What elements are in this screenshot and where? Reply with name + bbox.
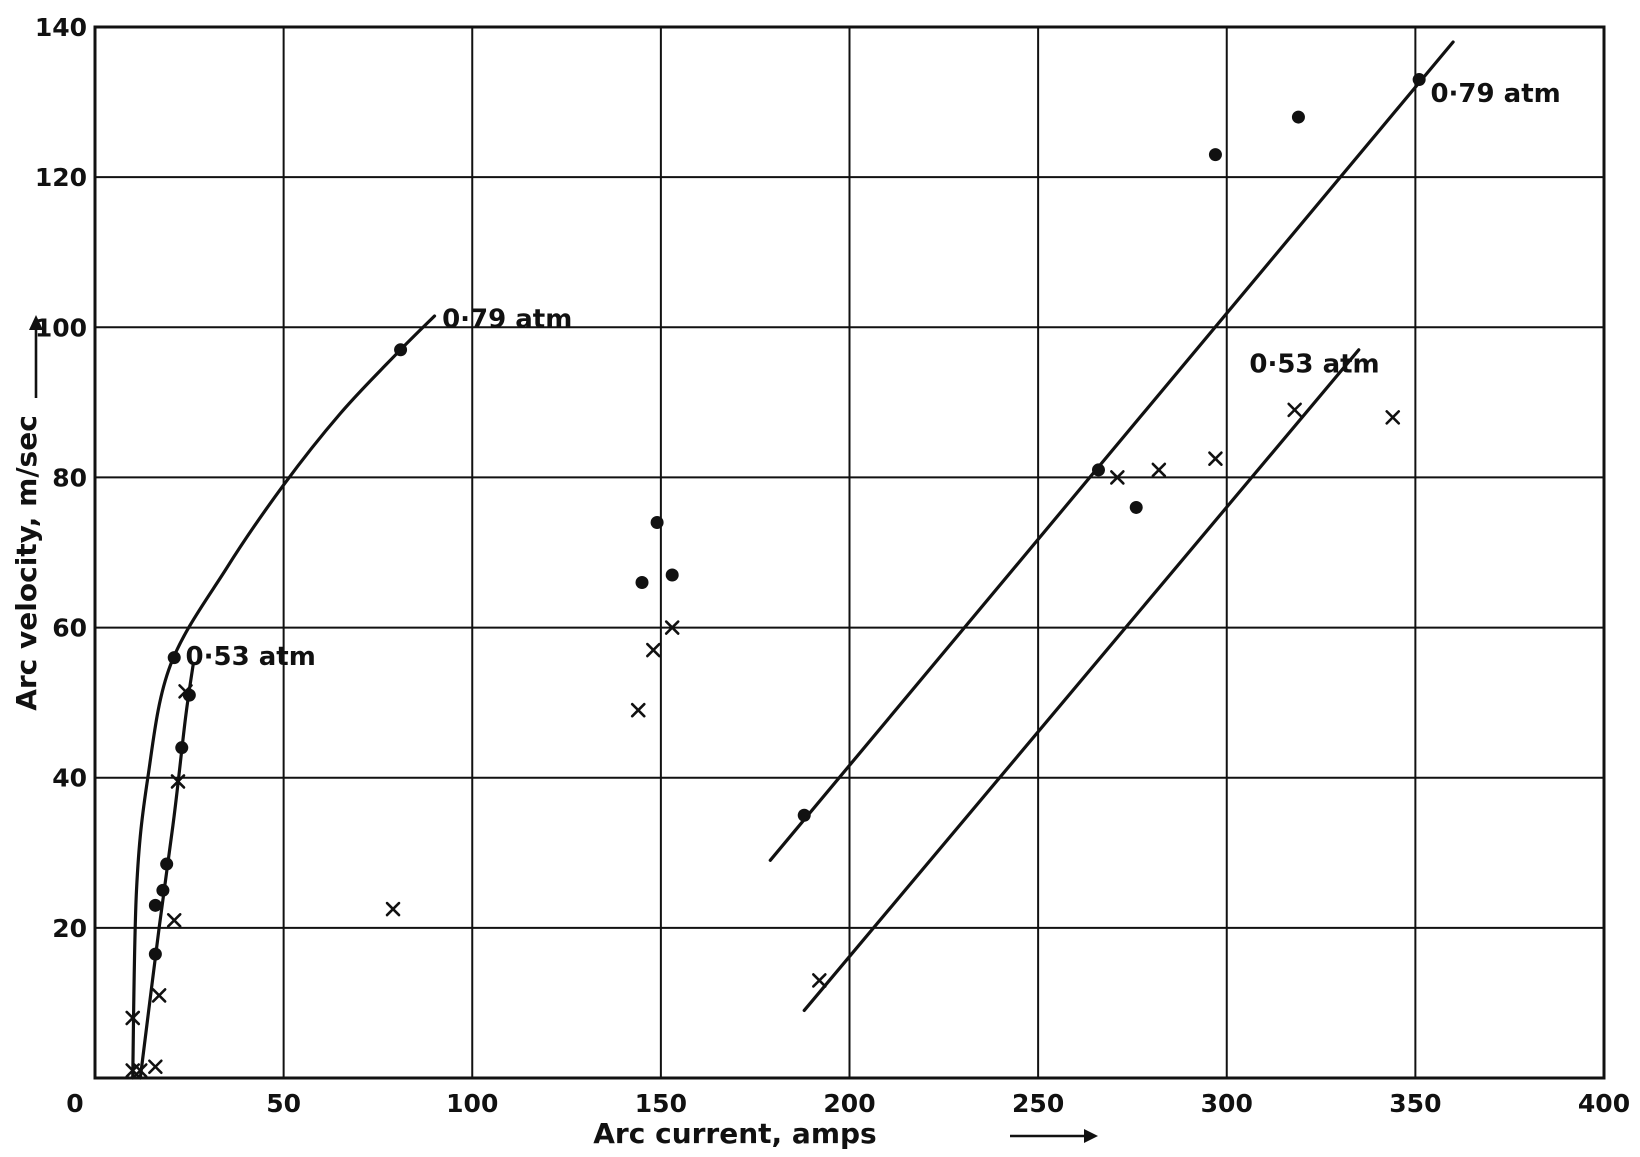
y-axis-title: Arc velocity, m/sec [10,415,43,711]
x-tick-label: 50 [266,1089,301,1118]
x-tick-labels: 0 50 100 150 200 250 300 350 400 [66,1089,1630,1118]
data-point-cross [178,684,193,699]
x-tick-label: 300 [1201,1089,1253,1118]
data-point-cross [1110,470,1125,485]
curve-labels: 0·79 atm 0·53 atm 0·53 atm 0·79 atm [186,79,1561,672]
grid [95,27,1604,1078]
data-point-dot [1291,110,1305,124]
data-point-cross [385,901,401,917]
x-tick-label: 100 [446,1089,498,1118]
x-axis-arrow [1010,1129,1098,1143]
x-axis-title: Arc current, amps [593,1117,876,1150]
data-point-cross [1287,402,1302,418]
data-point-cross [170,774,186,789]
curve-label: 0·53 atm [1249,349,1379,379]
data-point-dot [148,947,162,961]
y-tick-label: 100 [35,313,87,342]
data-point-cross [148,1059,163,1075]
data-point-cross [125,1010,141,1026]
x-tick-label: 0 [66,1089,83,1118]
fit-line [131,314,437,1080]
data-point-cross [1385,410,1401,425]
data-point-dot [635,576,649,590]
data-point-dot [1208,148,1222,162]
fit-line [138,663,195,1080]
data-point-dot [650,515,664,529]
data-point-cross [630,702,646,718]
data-point-dot [394,343,408,357]
data-point-dot [167,651,181,665]
curve-label: 0·79 atm [442,304,572,334]
data-point-cross [166,913,182,928]
plot-frame [93,25,1606,1080]
y-tick-label: 60 [52,614,87,643]
data-point-cross [151,988,167,1003]
data-point-cross [664,620,680,635]
data-point-dot [1412,73,1426,87]
y-tick-label: 40 [52,764,87,793]
fit-line [802,348,1361,1013]
data-point-cross [1151,462,1167,478]
fit-lines [131,40,1455,1080]
y-tick-label: 140 [35,13,87,42]
data-point-dot [148,898,162,912]
curve-label: 0·53 atm [186,642,316,672]
x-tick-label: 250 [1012,1089,1064,1118]
x-tick-label: 350 [1389,1089,1441,1118]
data-point-cross [646,642,661,658]
y-tick-labels: 20 40 60 80 100 120 140 [35,13,87,943]
y-axis-arrow [29,315,43,398]
data-points [125,73,1426,1078]
x-tick-label: 200 [823,1089,875,1118]
fit-line [768,40,1455,862]
data-point-dot [1129,500,1143,514]
data-point-dot [175,741,189,755]
curve-label: 0·79 atm [1430,79,1560,109]
data-point-cross [812,973,827,988]
data-point-dot [1091,463,1105,477]
data-point-dot [160,857,174,871]
y-tick-label: 20 [52,914,87,943]
x-tick-label: 400 [1578,1089,1630,1118]
data-point-cross [1208,451,1223,466]
data-point-dot [665,568,679,582]
y-tick-label: 120 [35,163,87,192]
x-tick-label: 150 [635,1089,687,1118]
data-point-dot [156,883,170,897]
y-tick-label: 80 [52,463,87,492]
data-point-dot [797,808,811,822]
data-point-cross [132,1063,148,1078]
